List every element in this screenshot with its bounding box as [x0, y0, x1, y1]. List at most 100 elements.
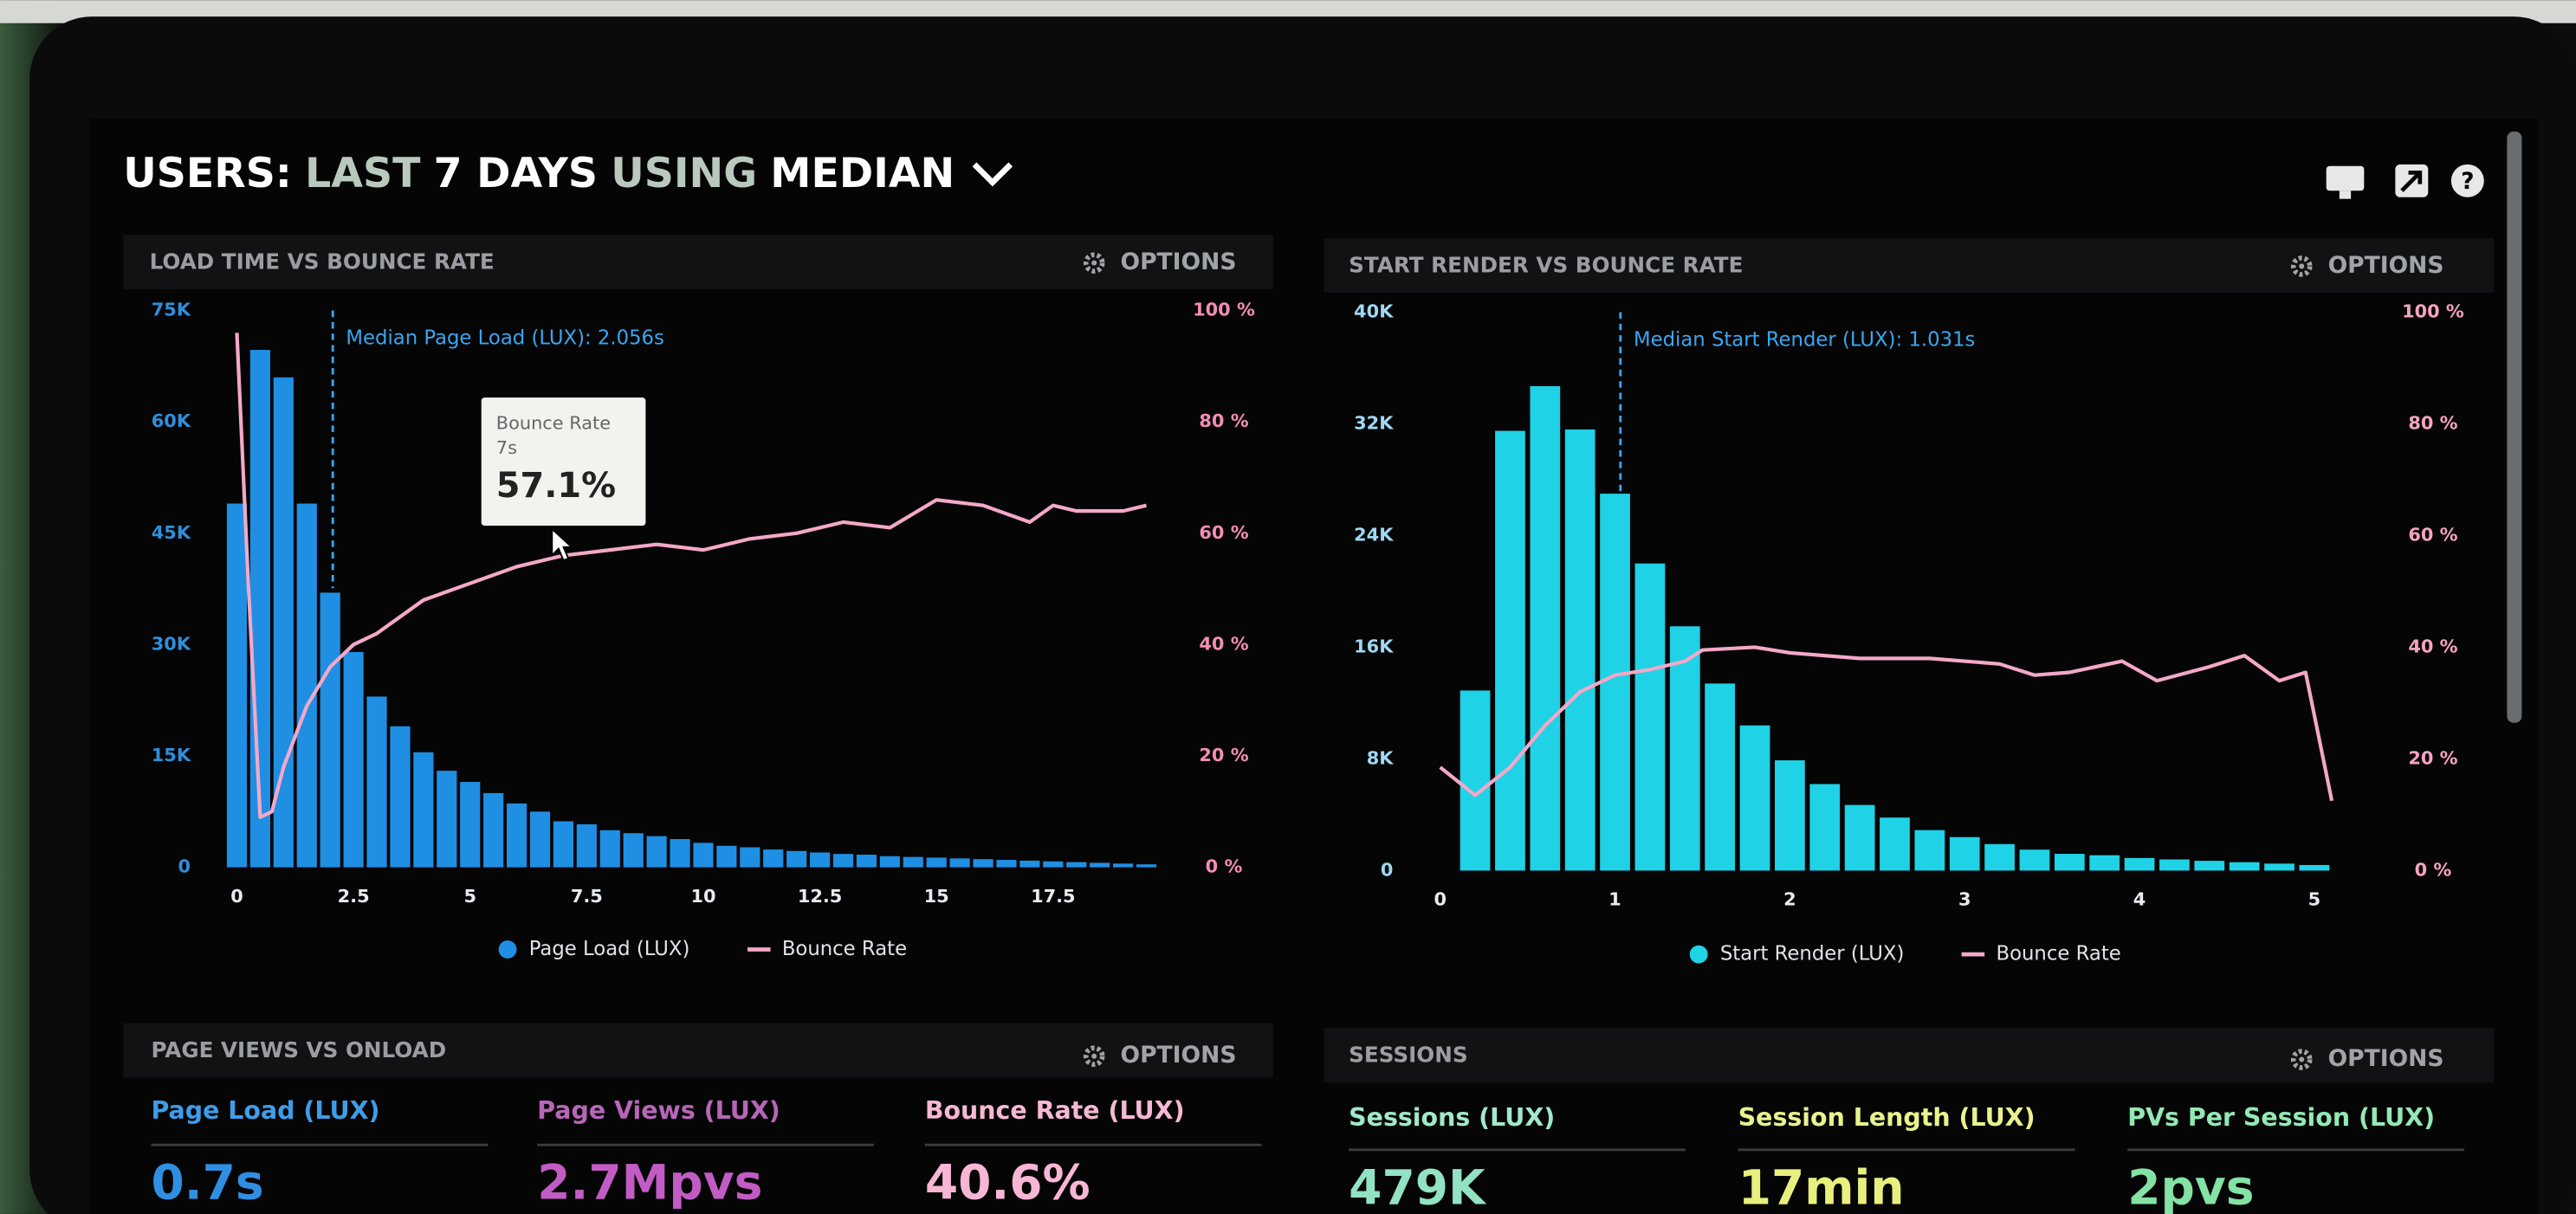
x-tick-label: 17.5	[1031, 886, 1075, 907]
bar	[1705, 683, 1735, 870]
bar	[1880, 817, 1910, 870]
y-tick-label: 16K	[1354, 636, 1394, 656]
panel-header	[1324, 1028, 2494, 1082]
x-tick-label: 7.5	[571, 886, 603, 907]
bar	[366, 696, 386, 867]
x-tick-label: 4	[2133, 889, 2146, 910]
bar	[1845, 805, 1875, 871]
x-tick-label: 5	[463, 886, 476, 907]
bar	[2055, 854, 2085, 870]
bar	[483, 793, 503, 868]
y-tick-label: 0	[178, 856, 191, 877]
bar	[2264, 863, 2294, 870]
x-tick-label: 2	[1783, 889, 1796, 910]
stat-label: Bounce Rate (LUX)	[925, 1096, 1185, 1125]
stat-value: 0.7s	[151, 1155, 263, 1211]
options-button[interactable]: OPTIONS	[2328, 252, 2444, 279]
y2-tick-label: 80 %	[1199, 410, 1248, 431]
y2-tick-label: 80 %	[2408, 413, 2457, 434]
y-tick-label: 30K	[152, 633, 191, 654]
monitor-icon[interactable]	[2327, 166, 2365, 190]
bar	[1530, 386, 1560, 870]
bar	[857, 855, 877, 868]
stat-label: Session Length (LUX)	[1738, 1103, 2036, 1132]
gear-hub	[1091, 261, 1097, 266]
bar	[1984, 844, 2015, 871]
y-tick-label: 75K	[152, 300, 191, 320]
bar	[2089, 856, 2120, 871]
tooltip-value: 57.1%	[496, 466, 616, 506]
header-icons: ?	[2327, 165, 2484, 199]
y-tick-label: 24K	[1354, 524, 1394, 545]
bar	[227, 504, 247, 868]
bar	[437, 771, 456, 867]
monitor-stand	[2340, 190, 2351, 198]
y2-tick-label: 20 %	[1199, 745, 1248, 765]
stat-value: 17min	[1738, 1159, 1905, 1214]
header-segment: 7 DAYS	[434, 150, 598, 197]
y2-tick-label: 20 %	[2408, 747, 2457, 768]
bar	[507, 804, 527, 868]
bar	[810, 852, 830, 867]
bar	[2300, 865, 2330, 870]
stat-label: PVs Per Session (LUX)	[2127, 1103, 2435, 1132]
tooltip-x: 7s	[496, 437, 517, 458]
bar	[1090, 862, 1110, 867]
bar	[2159, 860, 2190, 871]
chart-title: START RENDER VS BOUNCE RATE	[1349, 252, 1743, 277]
header-segment: USING	[611, 150, 757, 197]
tooltip-title: Bounce Rate	[496, 413, 611, 434]
stat-value: 2.7Mpvs	[537, 1155, 762, 1211]
bar	[1066, 862, 1086, 868]
x-tick-label: 0	[1434, 889, 1447, 910]
bar	[693, 843, 713, 867]
gear-hub	[2299, 1057, 2304, 1062]
gear-hub	[2299, 263, 2304, 268]
dashboard-photo: ? USERS:LAST7 DAYSUSINGMEDIAN LOAD TIME …	[0, 0, 2576, 1214]
y-tick-label: 8K	[1367, 747, 1395, 768]
bar	[460, 782, 480, 868]
bar	[1740, 726, 1770, 871]
y2-tick-label: 40 %	[1199, 633, 1248, 654]
bar	[740, 847, 760, 867]
options-button[interactable]: OPTIONS	[1121, 1042, 1237, 1069]
bar	[996, 860, 1016, 868]
bar	[553, 821, 573, 867]
legend-label: Start Render (LUX)	[1720, 943, 1905, 965]
header-segment: MEDIAN	[770, 150, 955, 197]
panel-title: SESSIONS	[1349, 1043, 1467, 1068]
y-tick-label: 40K	[1354, 301, 1394, 322]
stat-label: Page Views (LUX)	[537, 1096, 780, 1125]
bar	[1775, 760, 1805, 870]
bar	[903, 857, 923, 868]
bar	[716, 846, 736, 868]
scrollbar[interactable]	[2507, 132, 2521, 723]
bar	[577, 824, 597, 868]
bar	[1565, 429, 1595, 870]
y-tick-label: 32K	[1354, 413, 1394, 434]
bar	[786, 851, 806, 868]
bar	[1019, 861, 1039, 868]
y-tick-label: 45K	[152, 522, 191, 543]
bar	[1113, 863, 1133, 867]
y2-tick-label: 100 %	[1193, 300, 1255, 320]
legend-label: Bounce Rate	[1996, 943, 2120, 965]
stat-label: Page Load (LUX)	[151, 1096, 379, 1125]
options-button[interactable]: OPTIONS	[1121, 249, 1237, 275]
bar	[2125, 858, 2155, 871]
bar	[1495, 431, 1525, 871]
x-tick-label: 0	[230, 886, 243, 907]
bar	[950, 858, 970, 867]
bar	[1950, 837, 1980, 871]
bar	[927, 857, 947, 867]
bar	[1914, 830, 1945, 871]
legend-marker	[1690, 946, 1708, 964]
options-button[interactable]: OPTIONS	[2328, 1045, 2444, 1072]
y2-tick-label: 60 %	[2408, 524, 2457, 545]
bar	[880, 856, 900, 868]
bar	[1136, 864, 1156, 867]
bar	[390, 726, 410, 868]
panel-title: PAGE VIEWS VS ONLOAD	[151, 1037, 446, 1062]
median-label: Median Page Load (LUX): 2.056s	[346, 326, 664, 349]
